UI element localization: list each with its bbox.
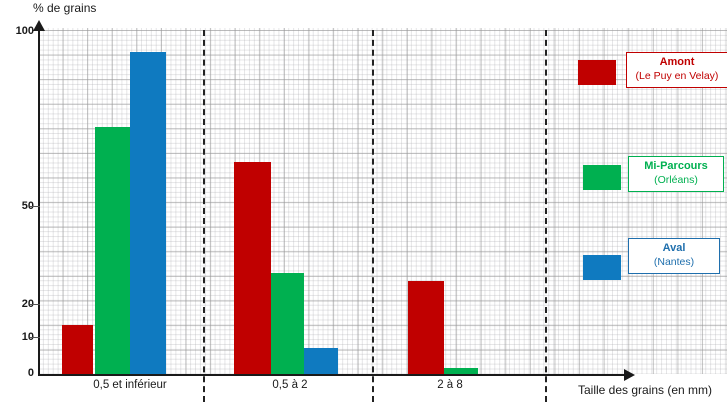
legend-label-mi-parcours: Mi-Parcours (Orléans): [628, 156, 724, 192]
y-axis-line: [38, 30, 40, 376]
y-tick-label-100: 100: [15, 25, 34, 37]
legend-sub-amont: (Le Puy en Velay): [635, 69, 719, 82]
bar-amont-cat1: [234, 162, 271, 374]
bar-aval-cat0: [130, 52, 166, 374]
bar-mi-parcours-cat1: [271, 273, 304, 374]
legend-name-mi-parcours: Mi-Parcours: [644, 160, 708, 172]
legend-swatch-aval: [583, 255, 621, 280]
y-axis-arrow-icon: [33, 20, 45, 31]
category-separator-1: [203, 30, 205, 402]
y-tick-label-0: 0: [27, 367, 34, 379]
legend-swatch-mi-parcours: [583, 165, 621, 190]
y-tick-mark-10: [30, 337, 40, 338]
legend-swatch-amont: [578, 60, 616, 85]
bars-layer: [62, 52, 478, 374]
y-tick-label-20: 20: [21, 298, 34, 310]
x-axis-title: Taille des grains (en mm): [578, 383, 713, 397]
category-separator-2: [372, 30, 374, 402]
bar-aval-cat1: [304, 348, 338, 374]
legend-label-aval: Aval (Nantes): [628, 238, 720, 274]
y-axis-title: % de grains: [33, 1, 97, 15]
y-tick-label-50: 50: [21, 200, 34, 212]
legend-sub-aval: (Nantes): [653, 255, 695, 268]
category-separator-3: [545, 30, 547, 402]
x-category-label-1: 0,5 à 2: [272, 379, 308, 391]
y-tick-mark-20: [30, 304, 40, 305]
bar-amont-cat0: [62, 325, 93, 374]
legend-label-amont: Amont (Le Puy en Velay): [626, 52, 727, 88]
x-category-label-2: 2 à 8: [437, 379, 463, 391]
bar-mi-parcours-cat2: [444, 368, 478, 374]
y-tick-mark-50: [30, 206, 40, 207]
x-axis-arrow-icon: [624, 369, 635, 381]
x-axis-line: [38, 374, 628, 376]
y-tick-label-10: 10: [21, 331, 34, 343]
legend-name-aval: Aval: [662, 242, 686, 254]
legend-sub-mi-parcours: (Orléans): [654, 173, 698, 186]
bar-amont-cat2: [408, 281, 444, 374]
bar-mi-parcours-cat0: [95, 127, 130, 374]
x-category-label-0: 0,5 et inférieur: [93, 379, 167, 391]
legend-name-amont: Amont: [659, 56, 695, 68]
